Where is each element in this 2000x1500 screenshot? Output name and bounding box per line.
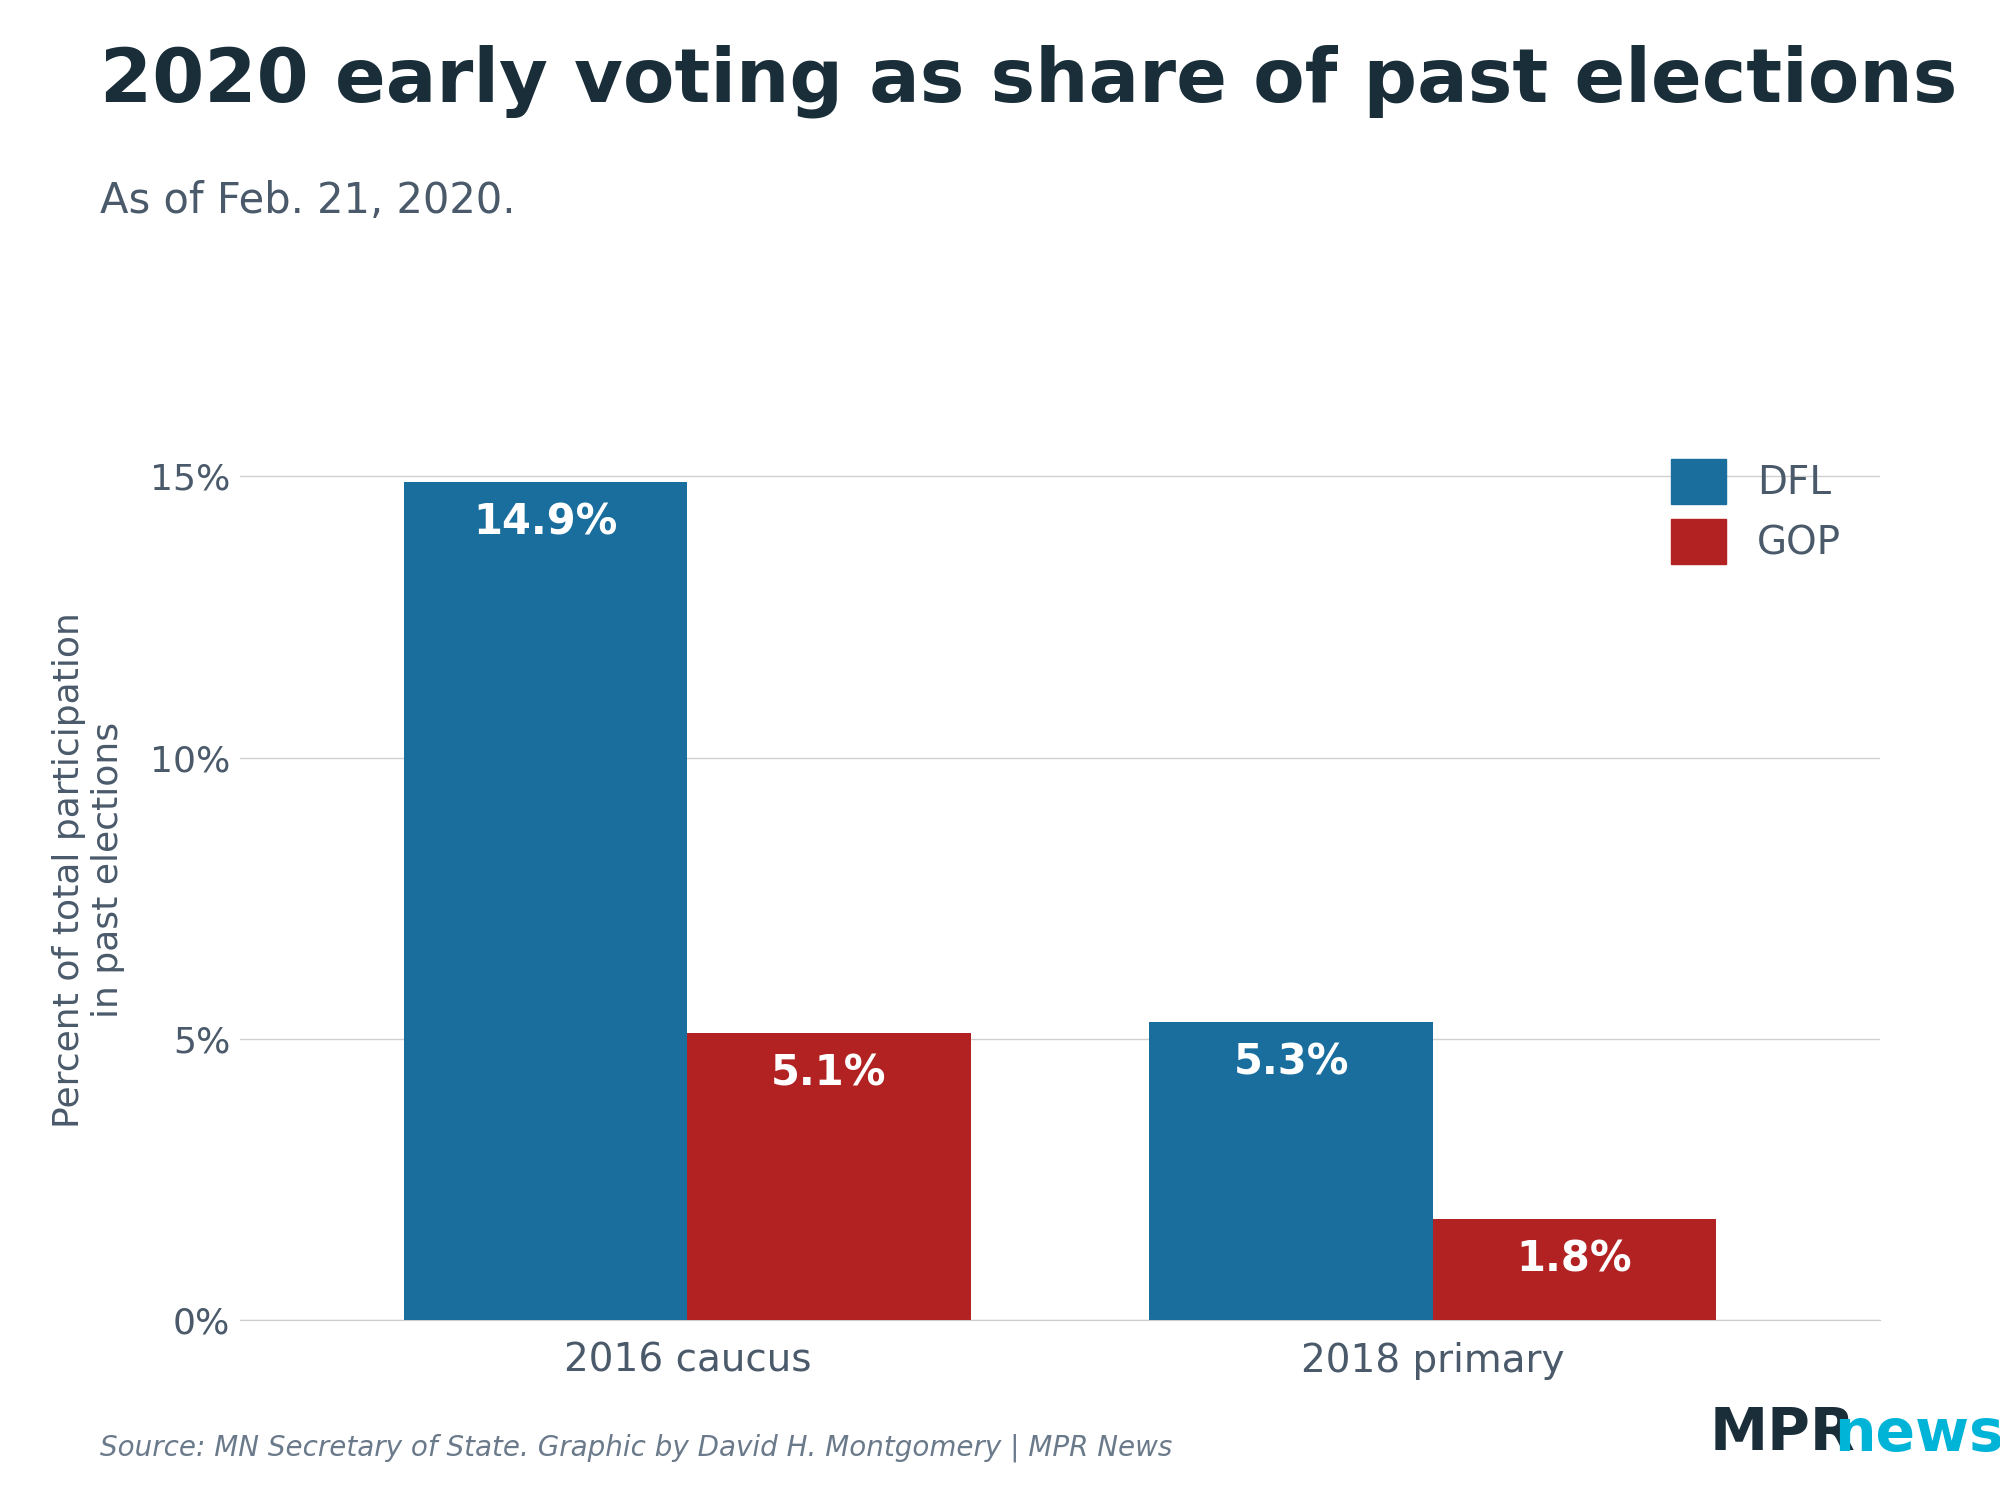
Legend: DFL, GOP: DFL, GOP xyxy=(1652,440,1860,584)
Text: 5.1%: 5.1% xyxy=(772,1053,886,1095)
Text: MPR: MPR xyxy=(1710,1406,1856,1462)
Text: 14.9%: 14.9% xyxy=(474,501,618,543)
Text: Source: MN Secretary of State. Graphic by David H. Montgomery | MPR News: Source: MN Secretary of State. Graphic b… xyxy=(100,1434,1172,1462)
Text: 2020 early voting as share of past elections: 2020 early voting as share of past elect… xyxy=(100,45,1958,118)
Bar xyxy=(688,1034,970,1320)
Bar xyxy=(1150,1022,1432,1320)
Text: 5.3%: 5.3% xyxy=(1234,1041,1348,1083)
Text: As of Feb. 21, 2020.: As of Feb. 21, 2020. xyxy=(100,180,516,222)
Y-axis label: Percent of total participation
in past elections: Percent of total participation in past e… xyxy=(52,612,124,1128)
Text: 1.8%: 1.8% xyxy=(1516,1239,1632,1281)
Bar xyxy=(1432,1218,1716,1320)
Bar xyxy=(404,482,688,1320)
Text: news: news xyxy=(1834,1406,2000,1462)
